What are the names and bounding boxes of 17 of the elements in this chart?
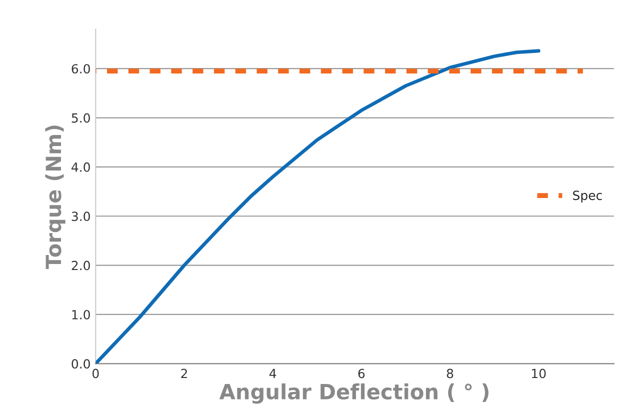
x-tick-label: 6 (358, 368, 365, 378)
x-tick-label: 4 (269, 368, 276, 378)
y-tick-label: 6.0 (72, 64, 90, 74)
x-tick-label: 8 (446, 368, 454, 378)
x-tick-label: 2 (181, 368, 187, 378)
y-tick-label: 4.0 (72, 162, 90, 172)
y-tick-label: 5.0 (72, 113, 90, 123)
y-tick-label: 2.0 (72, 260, 90, 270)
y-tick-label: 1.0 (72, 310, 90, 320)
y-tick-label: 3.0 (72, 212, 90, 222)
line-series (96, 49, 540, 364)
x-axis-title: Angular Deflection ( ° ) (219, 383, 488, 404)
x-tick-label: 10 (532, 368, 546, 378)
x-tick-label: 0 (92, 368, 99, 378)
y-axis-title: Torque (Nm) (45, 126, 66, 270)
legend-label: Spec (573, 190, 602, 203)
y-tick-label: 0.0 (72, 359, 90, 369)
